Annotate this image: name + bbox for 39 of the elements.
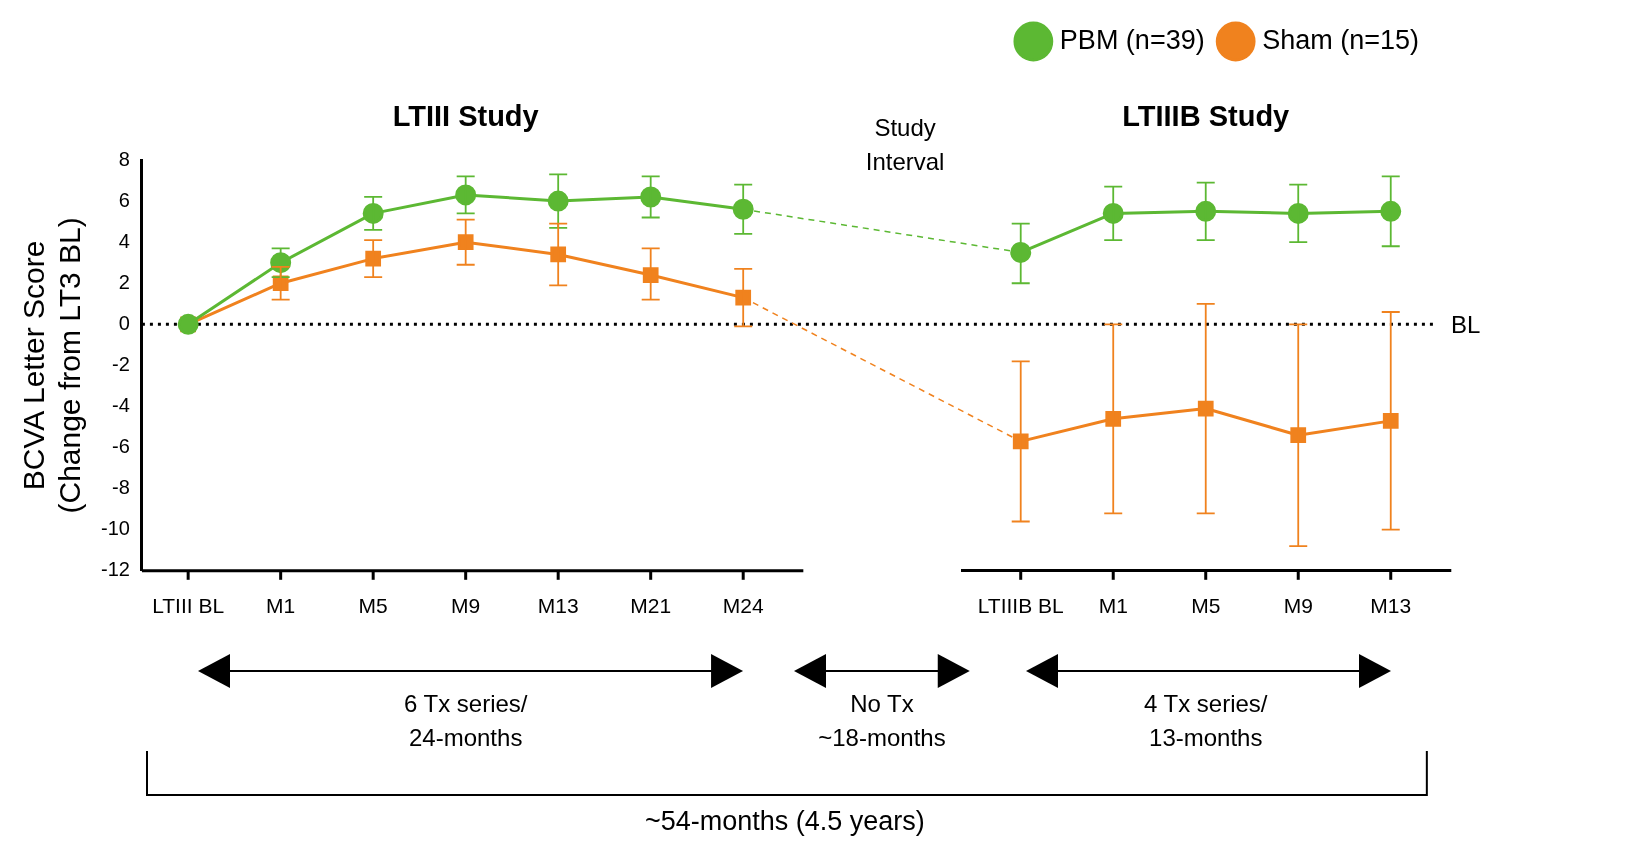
point xyxy=(1105,410,1122,427)
text: 4 Tx series/ 13-months xyxy=(1143,690,1268,752)
x-tick-label: LTIII BL xyxy=(152,594,225,618)
x-tick-label: M1 xyxy=(266,594,296,618)
x-tick-label: M1 xyxy=(1098,594,1128,618)
text: 6 Tx series/ 24-months xyxy=(403,690,528,752)
point xyxy=(1290,427,1307,444)
x-tick-label: M9 xyxy=(1283,594,1313,618)
y-tick-label: 0 xyxy=(118,311,130,334)
ref-line-label: BL xyxy=(1451,310,1481,338)
annotation: Study Interval xyxy=(865,113,945,175)
y-tick-label: -12 xyxy=(101,558,130,581)
text: LTIIIB Study xyxy=(1122,100,1290,132)
x-tick-label: M9 xyxy=(451,594,481,618)
y-tick-label: -4 xyxy=(112,394,130,416)
text: ~54-months (4.5 years) xyxy=(644,806,925,837)
text: No Tx ~18-months xyxy=(818,690,946,752)
x-tick-label: M13 xyxy=(537,594,579,618)
y-tick-label: -8 xyxy=(112,476,130,499)
point xyxy=(457,234,474,251)
y-tick-label: 8 xyxy=(118,147,130,170)
legend-label: PBM (n=39) xyxy=(1059,24,1205,55)
text: LTIII Study xyxy=(392,100,539,132)
x-tick-label: M13 xyxy=(1370,594,1412,618)
y-tick-label: -6 xyxy=(112,435,130,458)
y-axis-title: BCVA Letter Score (Change from LT3 BL) xyxy=(17,217,87,514)
x-tick-label: M5 xyxy=(1191,594,1221,618)
x-tick-label: LTIIIB BL xyxy=(977,594,1064,618)
y-tick-label: -2 xyxy=(112,352,130,375)
legend-label: Sham (n=15) xyxy=(1262,24,1420,55)
y-tick-label: 2 xyxy=(118,270,130,293)
x-tick-label: M5 xyxy=(358,594,388,618)
point xyxy=(1382,412,1399,429)
x-tick-label: M24 xyxy=(722,594,764,618)
x-tick-label: M21 xyxy=(630,594,672,618)
point xyxy=(642,267,659,283)
y-tick-label: 4 xyxy=(118,229,130,252)
y-tick-label: 6 xyxy=(118,188,130,211)
y-tick-label: -10 xyxy=(101,517,130,540)
